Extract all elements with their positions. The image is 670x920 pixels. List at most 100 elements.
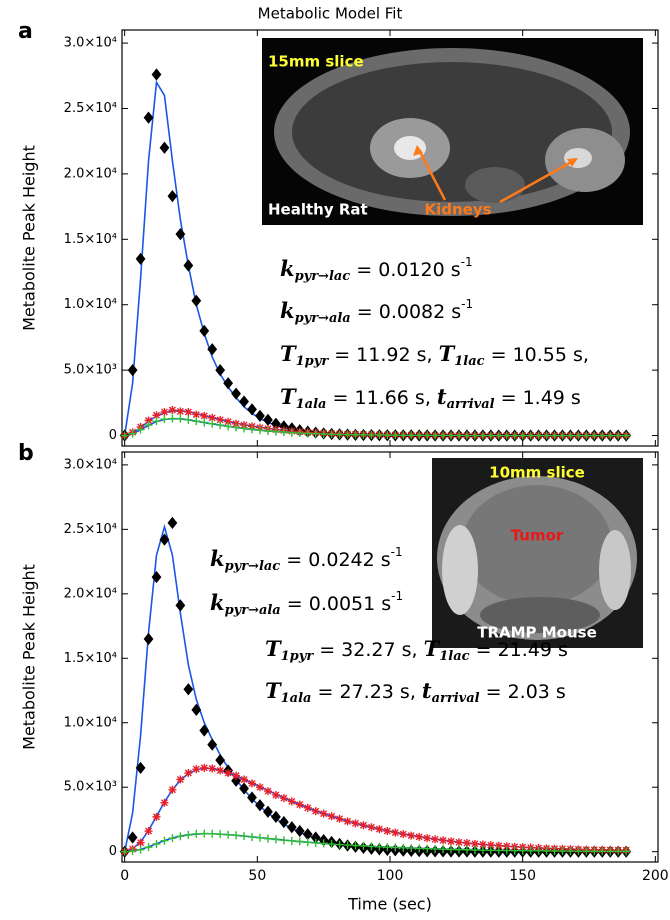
equation-text: = 1.49 s — [495, 387, 581, 409]
data-point — [272, 835, 280, 843]
y-tick-label: 2.0×10⁴ — [64, 586, 117, 601]
equation-text: = 11.66 s, — [326, 387, 436, 409]
data-point — [129, 365, 137, 375]
parameter-equation: kpyr→lac = 0.0242 s-1 — [210, 545, 403, 574]
data-point — [176, 415, 184, 423]
page: Metabolic Model Fit 05.0×10³1.0×10⁴1.5×1… — [0, 0, 670, 916]
superscript: -1 — [461, 297, 473, 311]
subscript: 1ala — [281, 691, 312, 706]
figure-title: Metabolic Model Fit — [258, 5, 403, 23]
data-point — [375, 825, 383, 833]
equation-text: = 0.0082 s — [351, 301, 461, 323]
data-point — [176, 407, 184, 415]
y-tick-label: 5.0×10³ — [64, 363, 117, 378]
data-point — [137, 839, 145, 847]
parameter-equation: kpyr→ala = 0.0051 s-1 — [210, 589, 403, 618]
data-point — [296, 801, 304, 809]
equation-text: = 0.0242 s — [280, 549, 390, 571]
data-point — [304, 829, 312, 839]
data-point — [152, 813, 160, 821]
image-label: Kidneys — [424, 201, 491, 219]
parameter-equation: T1ala = 27.23 s, tarrival = 2.03 s — [265, 678, 566, 706]
data-point — [304, 838, 312, 846]
data-point — [152, 840, 160, 848]
data-point — [216, 755, 224, 765]
superscript: -1 — [391, 545, 403, 559]
data-point — [208, 740, 216, 750]
data-point — [176, 600, 184, 610]
data-point — [208, 830, 216, 838]
data-point — [232, 772, 240, 780]
data-point — [248, 833, 256, 841]
data-point — [184, 408, 192, 416]
equation-text: = 32.27 s, — [313, 639, 423, 661]
data-point — [200, 326, 208, 336]
y-tick-label: 3.0×10⁴ — [64, 457, 117, 472]
x-axis-label: Time (sec) — [347, 895, 432, 914]
data-point — [145, 113, 153, 123]
data-point — [160, 408, 168, 416]
data-point — [399, 830, 407, 838]
data-point — [192, 765, 200, 773]
data-point — [184, 769, 192, 777]
subscript: 1lac — [454, 354, 484, 369]
data-point — [168, 786, 176, 794]
data-point — [232, 389, 240, 399]
equation-text: = 11.92 s, — [328, 344, 438, 366]
y-tick-label: 0 — [109, 844, 117, 859]
data-point — [168, 834, 176, 842]
data-point — [192, 417, 200, 425]
x-tick-label: 50 — [248, 868, 266, 884]
data-point — [160, 837, 168, 845]
data-point — [160, 143, 168, 153]
y-tick-label: 2.5×10⁴ — [64, 101, 117, 116]
data-point — [367, 823, 375, 831]
equation-text: = 0.0120 s — [350, 259, 460, 281]
subscript: pyr→ala — [295, 311, 351, 326]
equation-text: = 27.23 s, — [311, 681, 421, 703]
symbol: T — [424, 636, 441, 661]
equation-text: = 2.03 s — [480, 681, 566, 703]
data-point — [272, 791, 280, 799]
x-tick-label: 150 — [509, 868, 536, 884]
data-point — [176, 832, 184, 840]
y-tick-label: 2.5×10⁴ — [64, 522, 117, 537]
data-point — [145, 421, 153, 429]
data-point — [264, 835, 272, 843]
symbol: k — [210, 590, 225, 615]
data-point — [224, 769, 232, 777]
data-point — [200, 764, 208, 772]
data-point — [256, 783, 264, 791]
data-point — [312, 807, 320, 815]
y-axis-label: Metabolite Peak Height — [20, 564, 39, 750]
x-tick-label: 200 — [642, 868, 669, 884]
parameter-equation: T1pyr = 32.27 s, T1lac = 21.49 s — [265, 636, 568, 664]
data-point — [184, 416, 192, 424]
data-point — [232, 423, 240, 431]
parameter-equation: kpyr→lac = 0.0120 s-1 — [280, 255, 473, 284]
subscript: pyr→ala — [225, 603, 281, 618]
superscript: -1 — [391, 589, 403, 603]
data-point — [192, 830, 200, 838]
data-point — [208, 765, 216, 773]
data-point — [320, 810, 328, 818]
subscript: 1lac — [439, 649, 469, 664]
data-point — [248, 779, 256, 787]
subscript: 1ala — [296, 397, 327, 412]
data-point — [256, 834, 264, 842]
data-point — [391, 829, 399, 837]
symbol: k — [280, 256, 295, 281]
image-label: 10mm slice — [489, 464, 585, 482]
parameter-equation: T1ala = 11.66 s, tarrival = 1.49 s — [280, 384, 581, 412]
data-point — [359, 821, 367, 829]
data-point — [184, 684, 192, 694]
data-point — [288, 797, 296, 805]
y-tick-label: 1.0×10⁴ — [64, 297, 117, 312]
data-point — [192, 296, 200, 306]
y-tick-label: 5.0×10³ — [64, 780, 117, 795]
x-tick-label: 0 — [120, 868, 129, 884]
data-point — [145, 827, 153, 835]
data-point — [280, 836, 288, 844]
y-tick-label: 3.0×10⁴ — [64, 36, 117, 51]
subscript: arrival — [447, 397, 495, 412]
